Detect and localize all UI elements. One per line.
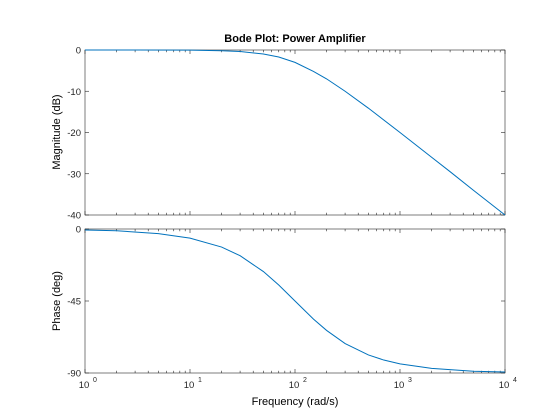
phase-ytick-label: -90	[67, 369, 81, 380]
x-tick-exponent: 2	[303, 377, 307, 384]
x-axis-label: Frequency (rad/s)	[252, 396, 339, 408]
magnitude-ylabel: Magnitude (dB)	[51, 94, 63, 169]
x-tick-label: 10	[184, 380, 195, 391]
phase-ylabel: Phase (deg)	[51, 271, 63, 331]
magnitude-series-line	[84, 49, 506, 216]
phase-ytick-label: -45	[67, 297, 81, 308]
magnitude-ytick-label: -20	[67, 128, 81, 139]
x-tick-exponent: 1	[198, 377, 202, 384]
magnitude-axes-box	[84, 49, 506, 216]
x-tick-label: 10	[79, 380, 90, 391]
phase-panel: Phase (deg) 0 -45 -90	[51, 225, 506, 380]
x-tick-exponent: 0	[93, 377, 97, 384]
magnitude-ytick-label: -10	[67, 87, 81, 98]
magnitude-panel: Magnitude (dB) 0 -10 -20 -30 -40	[51, 46, 506, 222]
x-tick-exponent: 4	[513, 377, 517, 384]
phase-series-line	[84, 229, 506, 373]
x-tick-label: 10	[394, 380, 405, 391]
magnitude-ytick-label: 0	[76, 46, 81, 57]
magnitude-ytick-label: -30	[67, 169, 81, 180]
x-tick-exponent: 3	[408, 377, 412, 384]
x-tick-label: 10	[289, 380, 300, 391]
chart-title: Bode Plot: Power Amplifier	[224, 33, 366, 45]
magnitude-ytick-label: -40	[67, 211, 81, 222]
x-tick-label: 10	[499, 380, 510, 391]
phase-ytick-label: 0	[76, 225, 81, 236]
